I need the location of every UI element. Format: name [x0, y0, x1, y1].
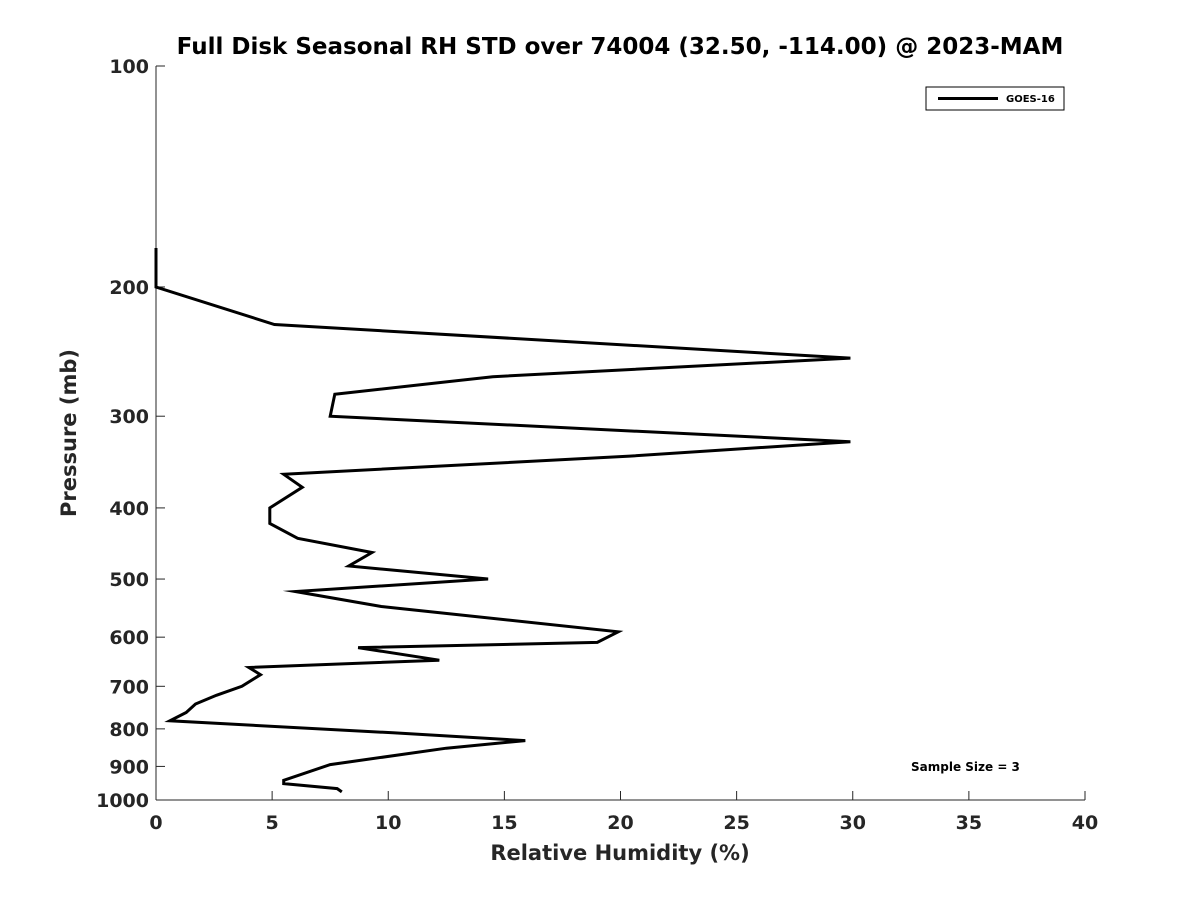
y-tick-label: 600: [109, 627, 149, 649]
plot-area: [155, 66, 1085, 801]
series-layer: [154, 248, 851, 794]
legend: GOES-16: [925, 86, 1065, 111]
y-tick-label: 1000: [96, 790, 149, 812]
y-tick-label: 200: [109, 277, 149, 299]
y-tick-label: 700: [109, 676, 149, 698]
legend-label-goes-16: GOES-16: [1006, 94, 1055, 105]
x-axis-label: Relative Humidity (%): [490, 841, 749, 865]
y-tick-label: 800: [109, 719, 149, 741]
chart-title: Full Disk Seasonal RH STD over 74004 (32…: [177, 34, 1064, 60]
x-axis: 0 5 10 15 20 25 30 35 40: [149, 791, 1098, 834]
series-line-goes-16: [154, 248, 851, 794]
x-tick-label: 20: [607, 812, 633, 834]
y-tick-label: 300: [109, 406, 149, 428]
y-tick-label: 500: [109, 569, 149, 591]
x-tick-label: 5: [266, 812, 279, 834]
sample-size-annotation: Sample Size = 3: [911, 760, 1020, 774]
y-axis-label: Pressure (mb): [57, 349, 81, 517]
x-tick-label: 35: [956, 812, 982, 834]
y-tick-label: 100: [109, 56, 149, 78]
x-tick-label: 40: [1072, 812, 1098, 834]
x-tick-label: 30: [840, 812, 866, 834]
x-tick-label: 0: [149, 812, 162, 834]
x-tick-label: 25: [723, 812, 749, 834]
x-tick-label: 10: [375, 812, 401, 834]
y-tick-label: 900: [109, 756, 149, 778]
y-axis: 100 200 300 400 500 600 700 800 900 1000: [96, 56, 165, 812]
x-tick-label: 15: [491, 812, 517, 834]
y-tick-label: 400: [109, 498, 149, 520]
